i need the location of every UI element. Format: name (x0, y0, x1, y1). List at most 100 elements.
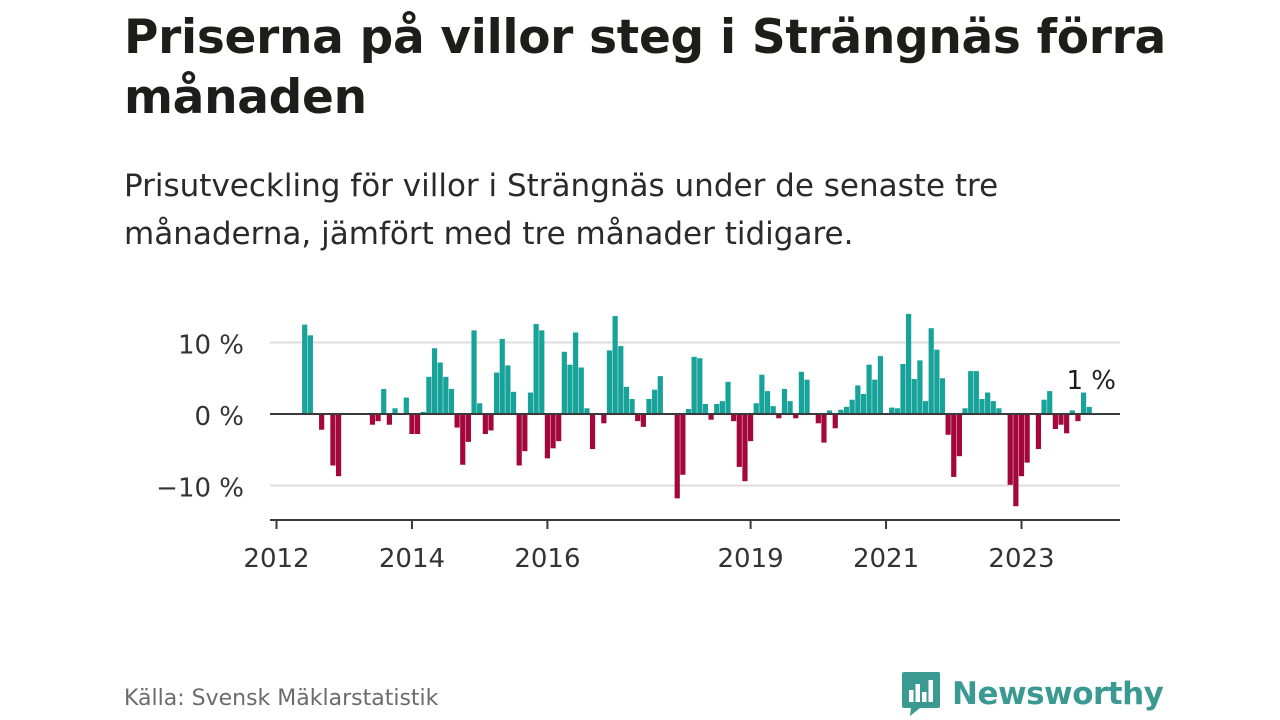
bar (962, 408, 968, 414)
bar (1075, 414, 1081, 422)
bar (1058, 414, 1064, 425)
bar (990, 401, 996, 414)
y-tick-label: 10 % (178, 331, 244, 361)
bar (431, 348, 438, 414)
bar (573, 332, 579, 414)
bar (815, 414, 821, 424)
bar (753, 403, 759, 414)
bar (307, 335, 313, 414)
bar (477, 403, 483, 414)
bar (702, 403, 709, 414)
bar (652, 389, 658, 414)
bar (505, 365, 511, 414)
x-tick-label: 2014 (379, 544, 445, 574)
bar (770, 406, 776, 414)
bar (793, 414, 799, 419)
bar (1013, 414, 1019, 507)
bar-chart: −10 % 0 % 10 % 2012 2014 2016 2019 2021 2023 1 % (156, 313, 1120, 574)
bar (736, 414, 742, 467)
bar (985, 392, 991, 414)
bar (872, 379, 878, 414)
bar (510, 391, 517, 414)
bar (764, 391, 771, 414)
bar (448, 388, 455, 414)
bar (922, 401, 929, 414)
bar (612, 316, 618, 414)
bar (759, 374, 765, 414)
bar (1041, 399, 1047, 414)
bar (906, 313, 912, 414)
bar (426, 376, 432, 414)
bar (956, 414, 963, 457)
bar (719, 401, 725, 414)
x-tick-label: 2016 (514, 544, 580, 574)
bar (533, 323, 539, 414)
bar (838, 409, 844, 414)
bar (1007, 414, 1013, 485)
bar (516, 414, 522, 466)
bar (968, 371, 974, 414)
bar (973, 371, 979, 414)
bar (494, 372, 500, 414)
bar (640, 414, 646, 427)
bar (877, 356, 883, 414)
bar (674, 414, 680, 499)
bar (827, 410, 833, 414)
bar (685, 409, 692, 414)
bar (934, 349, 940, 414)
bar (900, 363, 906, 414)
bar (567, 364, 573, 414)
y-tick-label: −10 % (156, 474, 244, 504)
bar (375, 414, 381, 422)
bar (945, 414, 951, 435)
bar (866, 364, 872, 414)
bar (606, 350, 613, 414)
bar (979, 398, 985, 414)
source-note: Källa: Svensk Mäklarstatistik (124, 686, 439, 711)
bar (415, 414, 421, 435)
bar (928, 328, 934, 414)
bar (804, 379, 810, 414)
x-tick-label: 2019 (718, 544, 784, 574)
x-tick-label: 2021 (853, 544, 919, 574)
bar (911, 378, 917, 414)
bar (443, 376, 449, 414)
bar (623, 386, 630, 414)
bar (618, 346, 624, 414)
bar (849, 399, 855, 414)
bar (894, 408, 900, 414)
bar (601, 414, 607, 424)
bar (742, 414, 748, 482)
bar (1080, 392, 1087, 414)
bar (302, 324, 308, 415)
bar (561, 351, 567, 414)
y-tick-label: 0 % (194, 402, 244, 432)
bar (330, 414, 336, 466)
bar (821, 414, 827, 443)
bar (832, 414, 838, 429)
bar (1047, 391, 1053, 414)
bar (386, 414, 392, 425)
bar (1024, 414, 1030, 463)
bar (629, 398, 635, 414)
bar (319, 414, 325, 430)
bar (889, 407, 895, 414)
bar (996, 408, 1002, 414)
bar (454, 414, 460, 428)
bar (1035, 414, 1042, 450)
bar (465, 414, 471, 442)
bar (646, 398, 652, 414)
bar (482, 414, 488, 435)
newsworthy-logo-icon (902, 672, 940, 716)
bar (1069, 410, 1075, 414)
bar (460, 414, 466, 465)
bar (403, 397, 409, 414)
chart-subtitle: Prisutveckling för villor i Strängnäs un… (124, 168, 999, 252)
bar (392, 408, 398, 414)
bar (917, 360, 923, 415)
bar (409, 414, 415, 435)
bar (589, 414, 596, 450)
bar (420, 411, 426, 414)
bar (1052, 414, 1058, 430)
bar (787, 401, 793, 414)
